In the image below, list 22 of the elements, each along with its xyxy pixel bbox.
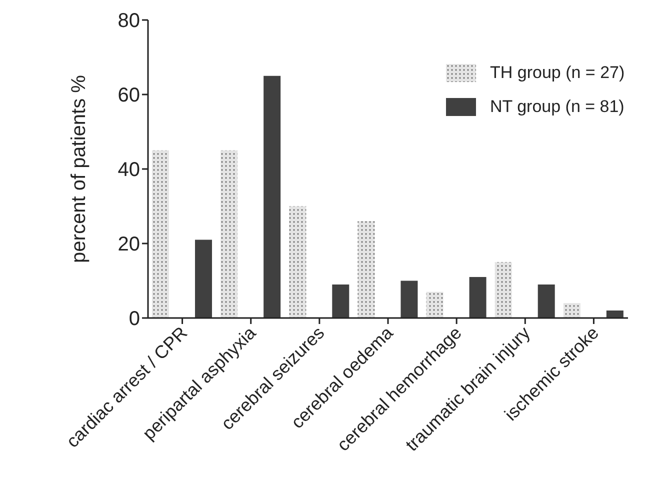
legend-label: TH group (n = 27): [490, 62, 625, 84]
bar: [426, 292, 444, 318]
bar: [358, 221, 375, 318]
bar: [264, 76, 281, 318]
y-tick-label: 40: [118, 159, 140, 182]
bar: [494, 262, 512, 318]
bar: [538, 284, 555, 318]
bar: [469, 277, 486, 318]
y-tick-label: 20: [118, 234, 140, 256]
bar: [606, 310, 624, 318]
bar: [400, 280, 418, 318]
bar: [289, 206, 306, 318]
legend-label: NT group (n = 81): [490, 96, 624, 118]
bar: [195, 240, 212, 318]
bar: [332, 284, 350, 318]
bar: [152, 150, 169, 318]
y-axis-title: percent of patients %: [68, 74, 90, 263]
y-tick-label: 0: [128, 308, 140, 330]
bar: [220, 150, 238, 318]
bar: [563, 303, 580, 318]
y-tick-label: 80: [118, 10, 140, 32]
y-tick-label: 60: [118, 84, 140, 107]
